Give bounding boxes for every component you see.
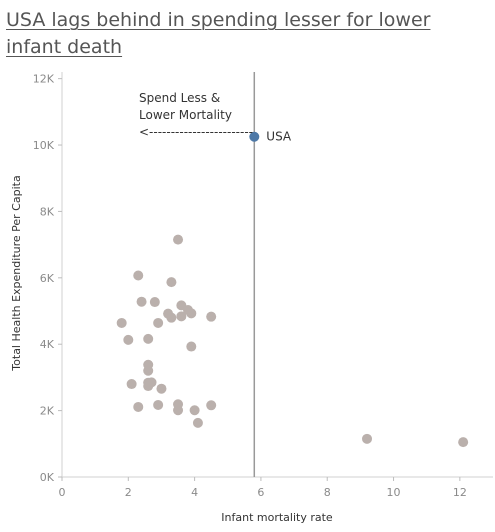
data-point[interactable] [189,405,200,416]
x-tick-label: 0 [59,486,66,499]
y-tick-label: 6K [40,272,55,285]
x-tick-label: 6 [257,486,264,499]
x-tick-label: 4 [191,486,198,499]
data-point[interactable] [156,383,167,394]
x-tick-label: 10 [387,486,401,499]
annotation-line-1: Spend Less & [139,91,220,105]
data-point[interactable] [176,311,187,322]
data-point[interactable] [153,317,164,328]
data-point[interactable] [362,433,373,444]
y-tick-label: 8K [40,205,55,218]
data-point[interactable] [166,277,177,288]
data-point[interactable] [133,401,144,412]
y-axis-title: Total Health Expenditure Per Capita [10,175,23,371]
data-point[interactable] [116,317,127,328]
data-point[interactable] [126,379,137,390]
y-tick-label: 2K [40,405,55,418]
data-point[interactable] [173,234,184,245]
y-ticks: 0K 2K 4K 6K 8K 10K 12K [33,73,62,484]
data-point[interactable] [136,296,147,307]
usa-point-label: USA [266,130,292,144]
data-point[interactable] [149,297,160,308]
annotation-line-2: Lower Mortality [139,108,232,122]
data-point[interactable] [153,399,164,410]
data-point[interactable] [192,417,203,428]
usa-data-point[interactable] [249,131,260,142]
x-ticks: 0 2 4 6 8 10 12 [59,477,467,499]
data-point[interactable] [143,333,154,344]
x-tick-label: 12 [453,486,467,499]
data-point[interactable] [458,437,469,448]
data-point[interactable] [206,311,217,322]
x-axis-title: Infant mortality rate [221,511,333,524]
data-point[interactable] [143,365,154,376]
x-tick-label: 8 [324,486,331,499]
y-tick-label: 12K [33,73,55,86]
y-tick-label: 4K [40,338,55,351]
points-group: USA [116,130,469,448]
annotation-arrow: <------------------------ [139,125,253,139]
data-point[interactable] [123,334,134,345]
data-point[interactable] [173,405,184,416]
x-tick-label: 2 [125,486,132,499]
data-point[interactable] [186,341,197,352]
chart-title: USA lags behind in spending lesser for l… [6,9,431,58]
data-point[interactable] [186,308,197,319]
data-point[interactable] [166,312,177,323]
data-point[interactable] [206,400,217,411]
y-tick-label: 0K [40,471,55,484]
y-tick-label: 10K [33,139,55,152]
data-point[interactable] [143,381,154,392]
data-point[interactable] [133,270,144,281]
